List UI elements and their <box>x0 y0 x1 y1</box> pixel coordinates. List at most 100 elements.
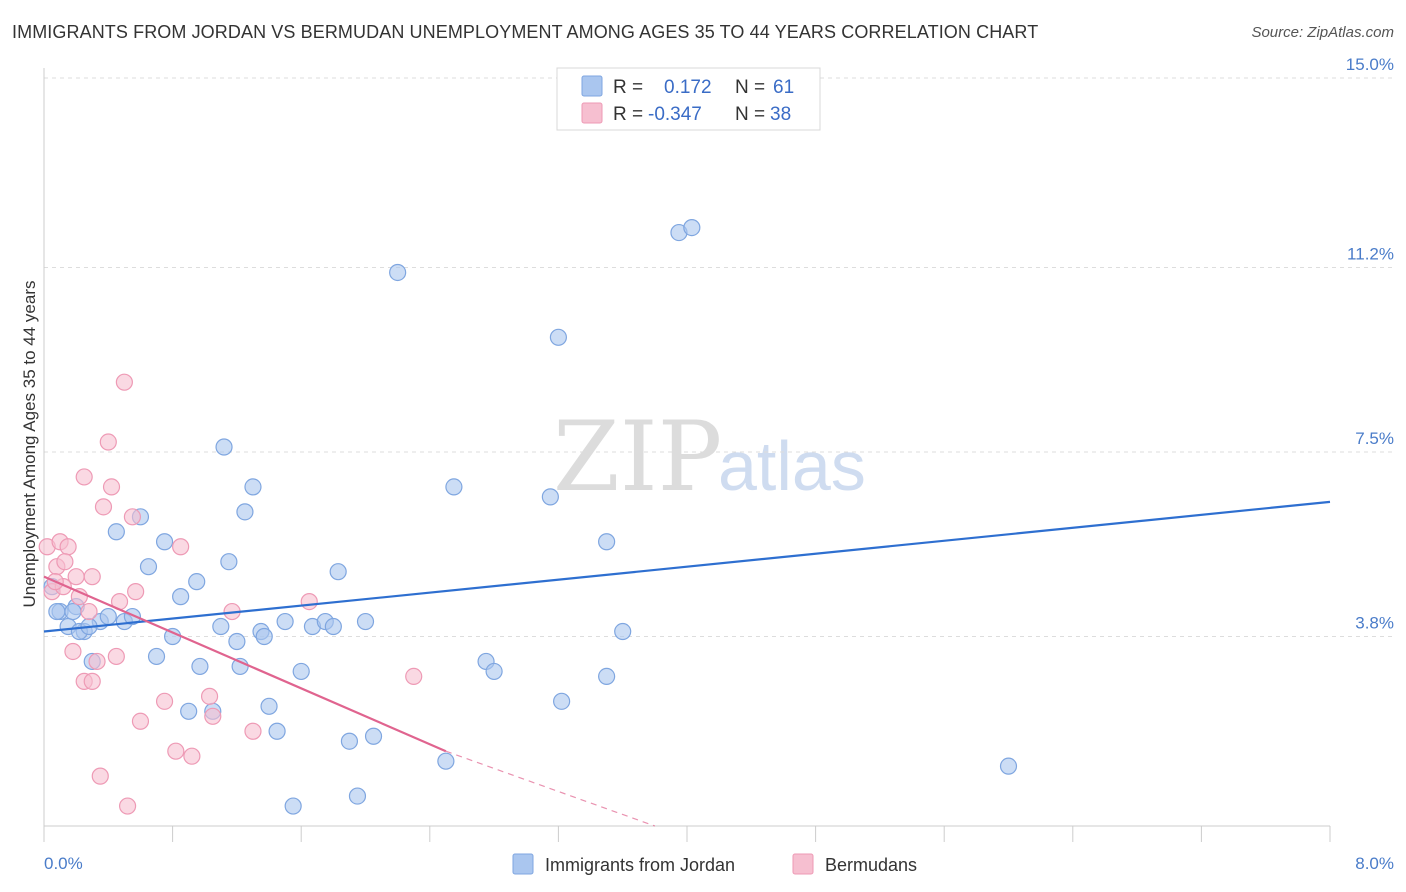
bermudans-point <box>59 538 77 556</box>
jordan-point <box>180 702 198 720</box>
bottom-legend-swatch-blue <box>512 853 534 875</box>
jordan-point <box>541 488 559 506</box>
jordan-point <box>389 263 407 282</box>
jordan-point <box>683 219 701 237</box>
bottom-legend-label-blue: Immigrants from Jordan <box>545 855 735 875</box>
bermudans-point <box>56 553 74 571</box>
watermark-zip: ZIP <box>553 401 722 513</box>
bermudans-point <box>183 747 201 765</box>
jordan-point <box>260 697 278 715</box>
bermudans-point <box>244 722 262 740</box>
bermudans-point <box>107 647 125 666</box>
jordan-point <box>999 757 1018 775</box>
jordan-point <box>598 667 616 686</box>
bottom-legend-label-pink: Bermudans <box>825 855 917 875</box>
bermudans-point <box>94 498 113 516</box>
jordan-point <box>255 627 273 646</box>
legend-r-value-pink: -0.347 <box>648 104 702 125</box>
gridlines <box>44 77 1394 638</box>
y-tick-labels: 3.8% 7.5% 11.2% 15.0% <box>1346 55 1394 633</box>
bermudans-point <box>204 707 222 725</box>
jordan-point <box>292 662 310 681</box>
series-bermudans-points <box>38 373 423 815</box>
jordan-point <box>356 612 375 631</box>
bermudans-point <box>167 742 185 760</box>
source-credit: Source: ZipAtlas.com <box>1251 24 1394 41</box>
jordan-point <box>268 722 286 740</box>
jordan-point <box>244 478 262 496</box>
legend-swatch-pink <box>581 102 603 124</box>
bermudans-point <box>131 712 150 730</box>
legend-r-label-blue: R = <box>613 77 643 98</box>
jordan-point <box>139 558 158 576</box>
bottom-legend-swatch-pink <box>792 853 814 875</box>
jordan-point <box>228 632 246 651</box>
trend-line-bermudans-extension <box>445 750 656 827</box>
jordan-point <box>598 533 616 551</box>
bermudans-point <box>200 687 219 705</box>
bermudans-point <box>300 592 318 611</box>
correlation-legend: R = 0.172 N = 61 R = -0.347 N = 38 <box>556 67 821 131</box>
jordan-point <box>99 607 117 626</box>
jordan-point <box>340 732 359 750</box>
jordan-point <box>191 657 209 676</box>
jordan-point <box>437 752 455 770</box>
bermudans-point <box>99 433 117 451</box>
jordan-point <box>147 647 166 666</box>
jordan-point <box>236 503 254 521</box>
jordan-point <box>284 797 302 815</box>
jordan-point <box>549 328 568 346</box>
legend-n-label-blue: N = <box>735 77 765 98</box>
legend-swatch-blue <box>581 75 603 97</box>
jordan-point <box>107 523 125 541</box>
bermudans-point <box>118 797 137 815</box>
jordan-point <box>329 563 347 581</box>
jordan-point <box>445 478 463 496</box>
bermudans-point <box>75 468 93 486</box>
series-legend: Immigrants from Jordan Bermudans <box>512 853 917 875</box>
chart-title: IMMIGRANTS FROM JORDAN VS BERMUDAN UNEMP… <box>12 22 1039 42</box>
jordan-point <box>48 602 66 621</box>
watermark-atlas: atlas <box>718 427 866 505</box>
jordan-point <box>64 602 82 621</box>
y-axis-label: Unemployment Among Ages 35 to 44 years <box>20 281 39 608</box>
bermudans-point <box>83 672 101 690</box>
legend-r-label-pink: R = <box>613 104 643 125</box>
jordan-point <box>172 588 190 606</box>
bermudans-point <box>64 642 82 661</box>
y-tick-label: 3.8% <box>1355 614 1394 633</box>
bermudans-point <box>123 508 142 526</box>
bermudans-point <box>67 568 85 586</box>
trend-line-jordan <box>43 500 1331 633</box>
bermudans-point <box>88 652 106 671</box>
bermudans-point <box>172 538 190 556</box>
jordan-point <box>276 612 294 631</box>
bermudans-point <box>80 602 98 621</box>
legend-n-label-pink: N = <box>735 104 765 125</box>
jordan-point <box>220 553 238 571</box>
bermudans-point <box>91 767 109 785</box>
jordan-point <box>614 622 632 641</box>
bermudans-point <box>102 478 121 496</box>
y-tick-label: 7.5% <box>1355 429 1394 448</box>
legend-r-value-blue: 0.172 <box>664 77 712 98</box>
bermudans-point <box>127 583 145 601</box>
legend-n-value-pink: 38 <box>770 104 791 125</box>
series-jordan-points <box>43 219 1018 815</box>
jordan-point <box>553 692 571 710</box>
x-tick-label-min: 0.0% <box>44 854 83 873</box>
bermudans-point <box>155 692 174 710</box>
jordan-point <box>485 662 503 681</box>
trend-line-bermudans <box>43 575 447 753</box>
jordan-point <box>324 617 342 636</box>
bermudans-point <box>83 568 101 586</box>
jordan-point <box>212 617 230 636</box>
jordan-point <box>364 727 383 745</box>
bermudans-point <box>405 667 423 686</box>
bermudans-point <box>115 373 133 391</box>
y-tick-label: 11.2% <box>1347 244 1394 263</box>
jordan-point <box>188 573 206 591</box>
trend-lines <box>43 500 1331 827</box>
x-tick-marks <box>43 826 1331 842</box>
